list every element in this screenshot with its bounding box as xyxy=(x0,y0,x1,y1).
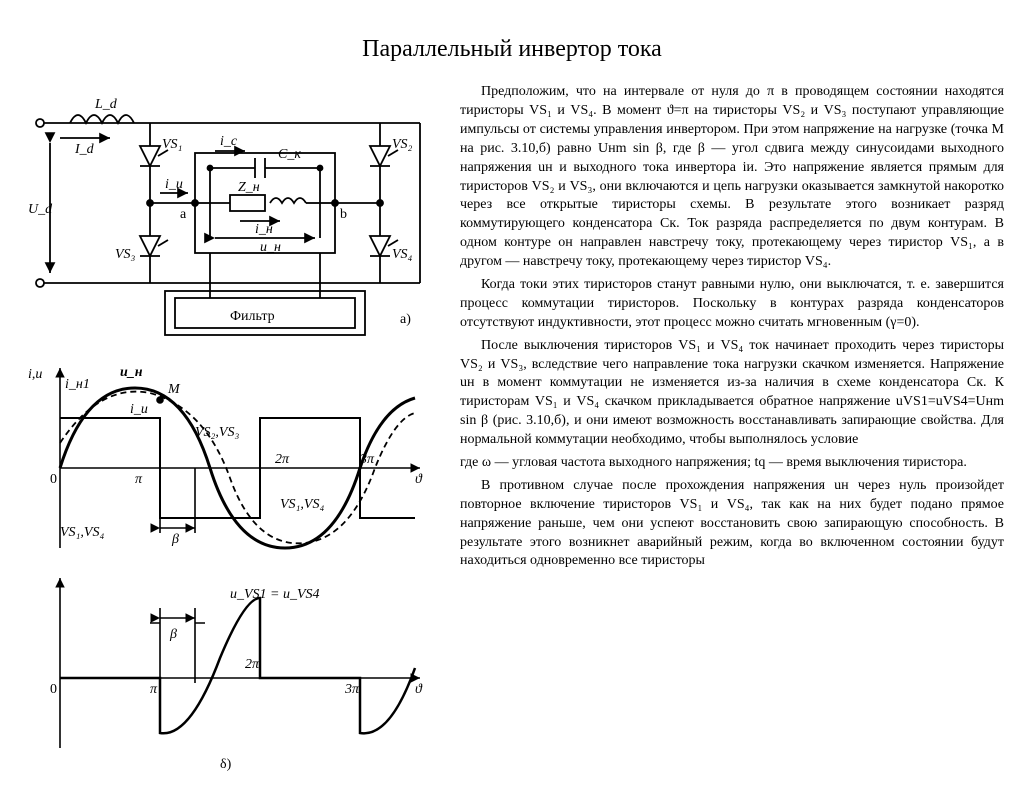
label-filter: Фильтр xyxy=(230,309,275,324)
label-a: a xyxy=(180,207,187,222)
circuit-diagram: L_d I_d U_d VS₁ VS₂ VS₃ VS₄ C_к Z_н i_c … xyxy=(20,83,440,353)
page-title: Параллельный инвертор тока xyxy=(20,36,1004,63)
xlabel-a: ϑ xyxy=(415,472,423,487)
xt0a: 0 xyxy=(50,472,57,487)
xt3b: 3π xyxy=(344,682,360,697)
xt1b: π xyxy=(150,682,158,697)
fig-label-a: а) xyxy=(400,312,411,327)
sw-vs14a: VS₁,VS₄ xyxy=(60,525,104,540)
waveform-diagram: i,u u_н i_н1 i_и M VS₂,VS₃ VS₁,VS₄ VS₁,V… xyxy=(20,358,440,778)
label-zn: Z_н xyxy=(238,180,260,195)
xt3a: 3π xyxy=(359,452,375,467)
label-un: u_н xyxy=(260,240,281,255)
label-ck: C_к xyxy=(278,147,301,162)
label-b: b xyxy=(340,207,347,222)
xt1a: π xyxy=(135,472,143,487)
text-column: Предположим, что на интервале от нуля до… xyxy=(460,83,1004,783)
xt2a: 2π xyxy=(275,452,290,467)
paragraph-4: где ω — угловая частота выходного напряж… xyxy=(460,454,1004,473)
fig-label-b: δ) xyxy=(220,757,232,772)
figures-column: L_d I_d U_d VS₁ VS₂ VS₃ VS₄ C_к Z_н i_c … xyxy=(20,83,440,783)
paragraph-5: В противном случае после прохождения нап… xyxy=(460,477,1004,571)
label-m: M xyxy=(167,382,181,397)
xt0b: 0 xyxy=(50,682,57,697)
paragraph-1: Предположим, что на интервале от нуля до… xyxy=(460,83,1004,272)
label-in: i_н xyxy=(255,222,273,237)
xt2b: 2π xyxy=(245,657,260,672)
label-vs1: VS₁ xyxy=(162,137,182,152)
label-ud: U_d xyxy=(28,202,53,217)
label-vs2: VS₂ xyxy=(392,137,413,152)
sw-vs23: VS₂,VS₃ xyxy=(195,425,239,440)
label-vs4: VS₄ xyxy=(392,247,413,262)
xlabel-b: ϑ xyxy=(415,682,423,697)
label-ld: L_d xyxy=(94,97,118,112)
beta-a: β xyxy=(171,532,179,547)
paragraph-3: После выключения тиристоров VS₁ и VS₄ то… xyxy=(460,337,1004,450)
beta-b: β xyxy=(169,627,177,642)
label-iu-curve: i_и xyxy=(130,402,148,417)
paragraph-2: Когда токи этих тиристоров станут равным… xyxy=(460,276,1004,333)
label-in1: i_н1 xyxy=(65,377,90,392)
label-ic: i_c xyxy=(220,134,238,149)
label-un-curve: u_н xyxy=(120,365,143,380)
label-vs3: VS₃ xyxy=(115,247,136,262)
label-uvs: u_VS1 = u_VS4 xyxy=(230,587,320,602)
sw-vs14b: VS₁,VS₄ xyxy=(280,497,324,512)
ylabel-upper: i,u xyxy=(28,367,42,382)
label-iu: i_и xyxy=(165,177,183,192)
label-id: I_d xyxy=(74,142,95,157)
